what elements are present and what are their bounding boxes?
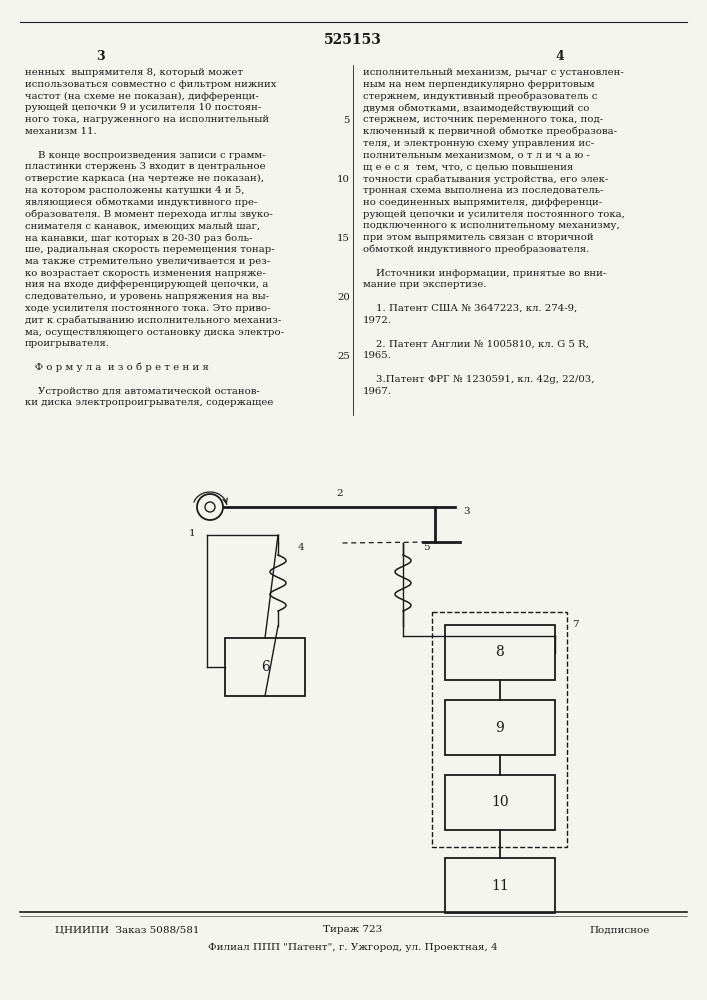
Text: исполнительный механизм, рычаг с установлен-: исполнительный механизм, рычаг с установ… (363, 68, 624, 77)
Text: снимателя с канавок, имеющих малый шаг,: снимателя с канавок, имеющих малый шаг, (25, 221, 260, 230)
Text: ного тока, нагруженного на исполнительный: ного тока, нагруженного на исполнительны… (25, 115, 269, 124)
Bar (445, 775, 555, 830)
Text: ключенный к первичной обмотке преобразова-: ключенный к первичной обмотке преобразов… (363, 127, 617, 136)
Bar (445, 700, 555, 755)
Text: полнительным механизмом, о т л и ч а ю -: полнительным механизмом, о т л и ч а ю - (363, 151, 590, 160)
Text: В конце воспроизведения записи с грамм-: В конце воспроизведения записи с грамм- (25, 151, 266, 160)
Text: Устройство для автоматической останов-: Устройство для автоматической останов- (25, 387, 259, 396)
Text: стержнем, индуктивный преобразователь с: стержнем, индуктивный преобразователь с (363, 92, 597, 101)
Bar (225, 638, 305, 696)
Text: ЦНИИПИ  Заказ 5088/581: ЦНИИПИ Заказ 5088/581 (55, 926, 199, 934)
Text: 9: 9 (496, 720, 504, 734)
Text: тронная схема выполнена из последователь-: тронная схема выполнена из последователь… (363, 186, 603, 195)
Text: 5: 5 (344, 116, 350, 125)
Text: дит к срабатыванию исполнительного механиз-: дит к срабатыванию исполнительного механ… (25, 316, 281, 325)
Text: обмоткой индуктивного преобразователя.: обмоткой индуктивного преобразователя. (363, 245, 590, 254)
Text: точности срабатывания устройства, его элек-: точности срабатывания устройства, его эл… (363, 174, 608, 184)
Text: ко возрастает скорость изменения напряже-: ко возрастает скорость изменения напряже… (25, 269, 266, 278)
Text: при этом выпрямитель связан с вторичной: при этом выпрямитель связан с вторичной (363, 233, 594, 242)
Text: 25: 25 (337, 352, 350, 361)
Text: ходе усилителя постоянного тока. Это приво-: ходе усилителя постоянного тока. Это при… (25, 304, 271, 313)
Text: 1965.: 1965. (363, 351, 392, 360)
Text: Источники информации, принятые во вни-: Источники информации, принятые во вни- (363, 269, 606, 278)
Text: Филиал ППП "Патент", г. Ужгород, ул. Проектная, 4: Филиал ППП "Патент", г. Ужгород, ул. Про… (208, 944, 498, 952)
Text: проигрывателя.: проигрывателя. (25, 339, 110, 348)
Text: образователя. В момент перехода иглы звуко-: образователя. В момент перехода иглы зву… (25, 210, 273, 219)
Bar (445, 858, 555, 913)
Text: 525153: 525153 (324, 33, 382, 47)
Text: являющиеся обмотками индуктивного пре-: являющиеся обмотками индуктивного пре- (25, 198, 257, 207)
Text: ма также стремительно увеличивается и рез-: ма также стремительно увеличивается и ре… (25, 257, 270, 266)
Text: 3: 3 (463, 508, 469, 516)
Text: пластинки стержень 3 входит в центральное: пластинки стержень 3 входит в центрально… (25, 162, 266, 171)
Text: ненных  выпрямителя 8, который может: ненных выпрямителя 8, который может (25, 68, 243, 77)
Text: ма, осуществляющего остановку диска электро-: ма, осуществляющего остановку диска элек… (25, 328, 284, 337)
Text: 1972.: 1972. (363, 316, 392, 325)
Text: теля, и электронную схему управления ис-: теля, и электронную схему управления ис- (363, 139, 594, 148)
Text: 3.Патент ФРГ № 1230591, кл. 42g, 22/03,: 3.Патент ФРГ № 1230591, кл. 42g, 22/03, (363, 375, 595, 384)
Text: 1967.: 1967. (363, 387, 392, 396)
Text: 6: 6 (261, 660, 269, 674)
Text: механизм 11.: механизм 11. (25, 127, 97, 136)
Text: 20: 20 (337, 293, 350, 302)
Text: следовательно, и уровень напряжения на вы-: следовательно, и уровень напряжения на в… (25, 292, 269, 301)
Text: частот (на схеме не показан), дифференци-: частот (на схеме не показан), дифференци… (25, 92, 259, 101)
Text: Тираж 723: Тираж 723 (323, 926, 382, 934)
Text: ния на входе дифференцирующей цепочки, а: ния на входе дифференцирующей цепочки, а (25, 280, 269, 289)
Bar (432, 612, 567, 847)
Text: подключенного к исполнительному механизму,: подключенного к исполнительному механизм… (363, 221, 620, 230)
Text: Ф о р м у л а  и з о б р е т е н и я: Ф о р м у л а и з о б р е т е н и я (25, 363, 209, 372)
Text: ки диска электропроигрывателя, содержащее: ки диска электропроигрывателя, содержаще… (25, 398, 274, 407)
Text: 7: 7 (572, 620, 578, 629)
Bar (445, 625, 555, 680)
Text: стержнем, источник переменного тока, под-: стержнем, источник переменного тока, под… (363, 115, 603, 124)
Text: рующей цепочки и усилителя постоянного тока,: рующей цепочки и усилителя постоянного т… (363, 210, 625, 219)
Text: 8: 8 (496, 646, 504, 660)
Text: 15: 15 (337, 234, 350, 243)
Text: 3: 3 (95, 50, 105, 64)
Text: использоваться совместно с фильтром нижних: использоваться совместно с фильтром нижн… (25, 80, 276, 89)
Text: 10: 10 (491, 796, 509, 810)
Text: 4: 4 (298, 542, 305, 552)
Text: на канавки, шаг которых в 20-30 раз боль-: на канавки, шаг которых в 20-30 раз боль… (25, 233, 252, 243)
Text: 10: 10 (337, 175, 350, 184)
Text: двумя обмотками, взаимодействующий со: двумя обмотками, взаимодействующий со (363, 103, 590, 113)
Text: на котором расположены катушки 4 и 5,: на котором расположены катушки 4 и 5, (25, 186, 245, 195)
Text: Подписное: Подписное (590, 926, 650, 934)
Text: 11: 11 (491, 879, 509, 892)
Text: мание при экспертизе.: мание при экспертизе. (363, 280, 486, 289)
Text: 4: 4 (556, 50, 564, 64)
Text: щ е е с я  тем, что, с целью повышения: щ е е с я тем, что, с целью повышения (363, 162, 573, 171)
Text: 1. Патент США № 3647223, кл. 274-9,: 1. Патент США № 3647223, кл. 274-9, (363, 304, 577, 313)
Text: 1: 1 (189, 529, 195, 538)
Text: 2. Патент Англии № 1005810, кл. G 5 R,: 2. Патент Англии № 1005810, кл. G 5 R, (363, 339, 589, 348)
Text: рующей цепочки 9 и усилителя 10 постоян-: рующей цепочки 9 и усилителя 10 постоян- (25, 103, 262, 112)
Text: отверстие каркаса (на чертеже не показан),: отверстие каркаса (на чертеже не показан… (25, 174, 264, 183)
Text: 5: 5 (423, 542, 430, 552)
Text: 2: 2 (337, 489, 344, 498)
Text: ше, радиальная скорость перемещения тонар-: ше, радиальная скорость перемещения тона… (25, 245, 274, 254)
Text: ным на нем перпендикулярно ферритовым: ным на нем перпендикулярно ферритовым (363, 80, 595, 89)
Text: но соединенных выпрямителя, дифференци-: но соединенных выпрямителя, дифференци- (363, 198, 602, 207)
